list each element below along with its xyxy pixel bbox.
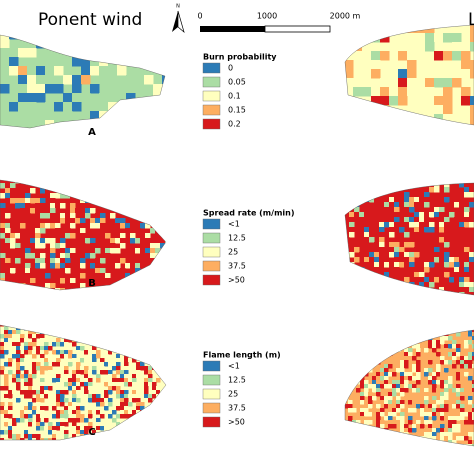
- legend-label: 0: [228, 64, 233, 73]
- north-label: N: [176, 4, 180, 10]
- legend-swatch: [202, 388, 221, 400]
- legend-swatch: [202, 416, 221, 428]
- legend-swatch: [202, 402, 221, 414]
- map-panel: [345, 330, 474, 446]
- legend-swatch: [202, 218, 221, 230]
- legend-label: 25: [228, 390, 238, 399]
- legend-swatch: [202, 360, 221, 372]
- legend-title: Burn probability: [203, 53, 277, 62]
- legend-label: <1: [228, 362, 240, 371]
- legend-label: 12.5: [228, 376, 246, 385]
- legend-title: Spread rate (m/min): [203, 209, 295, 218]
- panel-label: B: [88, 278, 96, 289]
- map-panel: [345, 25, 474, 125]
- map-outline: [0, 324, 167, 441]
- scale-label: 1000: [257, 12, 277, 21]
- scale-label: 2000 m: [330, 12, 361, 21]
- map-panel: [0, 35, 165, 128]
- panel-label: C: [88, 427, 95, 438]
- legend-swatch: [202, 246, 221, 258]
- legend-title: Flame length (m): [203, 351, 281, 360]
- legend-label: >50: [228, 418, 245, 427]
- map-panel: [0, 180, 166, 290]
- legend-swatch: [202, 62, 221, 74]
- legend-swatch: [202, 90, 221, 102]
- map-panel: [0, 325, 166, 440]
- legend-label: 37.5: [228, 404, 246, 413]
- title: Ponent wind: [38, 10, 142, 30]
- map-outline: [0, 179, 167, 291]
- panel-label: A: [88, 127, 96, 138]
- north-arrow: N: [172, 4, 185, 33]
- title-fragment: L: [468, 10, 474, 30]
- legend-label: 37.5: [228, 262, 246, 271]
- legend-label: 12.5: [228, 234, 246, 243]
- legend-label: <1: [228, 220, 240, 229]
- map-outline: [344, 182, 474, 296]
- scale-bar: 0 1000 2000 m: [197, 12, 361, 33]
- legend-swatch: [202, 260, 221, 272]
- legend-swatch: [202, 232, 221, 244]
- legend-swatch: [202, 104, 221, 116]
- legend-label: 0.15: [228, 106, 246, 115]
- legends: Burn probability 0 0.05 0.1 0.15 0.2 Spread ra…: [202, 53, 295, 428]
- map-outline: [344, 329, 474, 447]
- legend-label: >50: [228, 276, 245, 285]
- legend-label: 25: [228, 248, 238, 257]
- map-outline: [344, 24, 474, 126]
- legend-swatch: [202, 374, 221, 386]
- legend-swatch: [202, 274, 221, 286]
- map-panel: [345, 183, 474, 295]
- legend-label: 0.05: [228, 78, 246, 87]
- map-outline: [0, 34, 166, 129]
- legend-swatch: [202, 118, 221, 130]
- legend-swatch: [202, 76, 221, 88]
- legend-label: 0.2: [228, 120, 241, 129]
- legend-label: 0.1: [228, 92, 241, 101]
- scale-label: 0: [197, 12, 202, 21]
